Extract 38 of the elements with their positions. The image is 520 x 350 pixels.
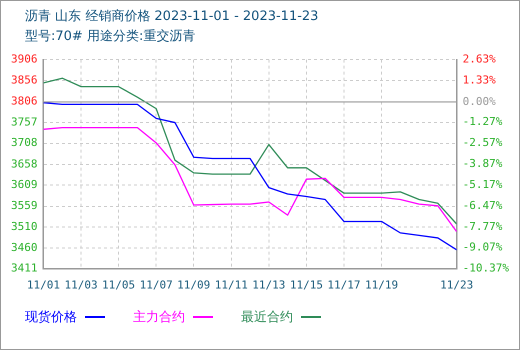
x-tick-label: 11/15 — [290, 278, 323, 292]
legend-label: 现货价格 — [25, 309, 77, 326]
y2-tick-label: -1.27% — [462, 115, 503, 128]
x-tick-label: 11/07 — [140, 278, 173, 292]
x-tick-label: 11/05 — [102, 278, 136, 292]
x-tick-label: 11/13 — [252, 278, 286, 292]
chart-subtitle: 型号:70# 用途分类:重交沥青 — [25, 28, 196, 46]
y-tick-label: 3609 — [10, 178, 38, 191]
y2-tick-label: -6.47% — [462, 198, 503, 212]
y-tick-label: 3757 — [10, 115, 38, 128]
y2-tick-label: -9.07% — [462, 240, 503, 254]
chart-title: 沥青 山东 经销商价格 2023-11-01 - 2023-11-23 — [25, 8, 320, 26]
y-tick-label: 3460 — [10, 240, 38, 254]
y2-tick-label: -5.17% — [462, 178, 503, 191]
x-tick-label: 11/11 — [214, 278, 248, 292]
y2-tick-label: 0.00% — [462, 94, 496, 108]
x-tick-label: 11/23 — [440, 278, 474, 292]
y-tick-label: 3708 — [10, 136, 38, 150]
y-tick-label: 3559 — [10, 199, 38, 212]
y2-tick-label: -3.87% — [462, 157, 503, 170]
x-tick-label: 11/09 — [177, 278, 210, 292]
y-tick-label: 3806 — [10, 94, 38, 108]
y-tick-label: 3856 — [10, 74, 38, 87]
y-tick-label: 3658 — [10, 157, 38, 170]
legend-label: 最近合约 — [241, 309, 293, 326]
y2-tick-label: -10.37% — [462, 262, 510, 275]
x-tick-label: 11/01 — [26, 278, 60, 292]
legend-label: 主力合约 — [133, 309, 185, 326]
y2-tick-label: 1.33% — [462, 73, 496, 86]
y2-tick-label: -2.57% — [462, 136, 503, 150]
x-tick-label: 11/19 — [364, 278, 398, 292]
y2-tick-label: -7.77% — [462, 220, 503, 233]
y-tick-label: 3411 — [10, 262, 38, 275]
x-tick-label: 11/03 — [64, 278, 98, 292]
y-tick-label: 3510 — [10, 220, 38, 233]
y-tick-label: 3906 — [10, 52, 38, 66]
y2-tick-label: 2.63% — [462, 52, 496, 66]
x-tick-label: 11/17 — [327, 278, 361, 292]
